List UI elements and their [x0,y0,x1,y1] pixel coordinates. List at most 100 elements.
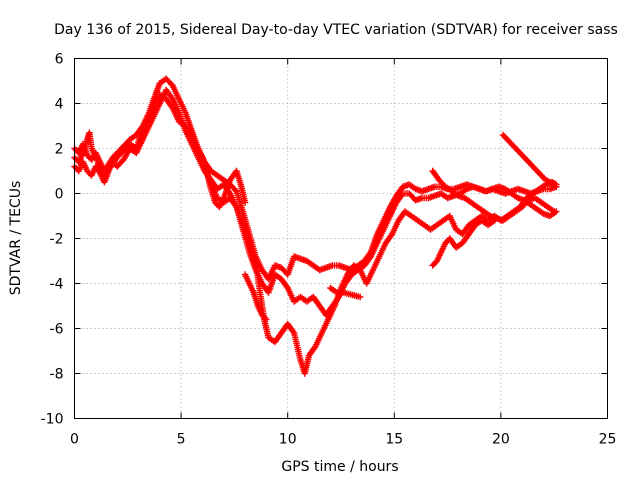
data-point [452,240,465,251]
data-point [145,111,158,130]
data-point [84,167,94,178]
data-point [92,149,103,164]
data-point [406,190,418,203]
data-point [169,104,182,123]
y-tick-label: -10 [41,412,64,428]
data-point [499,131,510,142]
data-point [533,206,546,216]
data-point [137,120,150,139]
data-point [156,91,168,102]
data-point [318,318,331,337]
data-point [433,250,444,265]
data-point [278,275,290,290]
data-point [393,191,405,206]
data-point [169,95,182,114]
data-point [126,145,138,156]
data-point [92,154,103,168]
data-point [461,194,473,205]
data-point [414,217,426,228]
data-point [113,148,126,161]
data-point [212,199,222,209]
data-point [109,155,120,168]
data-point [442,236,452,247]
data-point [329,262,340,269]
data-point [531,194,544,205]
data-point [333,289,345,296]
data-point [448,188,460,198]
data-point [361,250,373,265]
data-point [284,320,297,335]
data-point [75,151,86,166]
data-point [152,81,163,98]
data-point [506,209,518,220]
data-point [254,302,265,317]
data-point [418,194,430,202]
x-tick-label: 25 [599,432,617,448]
data-point [233,203,246,227]
data-point [474,203,486,214]
data-point [182,109,195,132]
data-point [188,127,201,150]
data-point [512,204,524,215]
series-8 [194,145,249,211]
data-point [446,212,459,231]
data-point [327,284,339,295]
data-point [408,212,420,223]
data-point [374,219,386,238]
data-point [150,93,163,112]
y-tick-label: -6 [50,322,64,338]
data-point [401,208,413,219]
data-point [84,152,94,162]
data-point [265,273,278,296]
data-point [501,185,514,196]
data-point [516,149,527,160]
data-point [263,316,270,323]
data-point [226,194,239,209]
chart-title: Day 136 of 2015, Sidereal Day-to-day VTE… [54,22,618,38]
data-series [71,75,560,377]
data-point [525,158,535,169]
data-point [239,221,252,245]
data-point [369,255,382,274]
plot-frame [74,58,608,419]
data-point [120,147,133,163]
y-tick-label: 6 [55,52,64,68]
data-point [429,167,442,182]
data-point [508,140,518,151]
data-point [440,213,452,224]
data-point [380,205,393,224]
data-point [139,124,152,143]
data-point [529,163,539,173]
data-point [499,213,512,224]
data-point [546,179,556,187]
data-point [105,162,115,172]
data-point [252,257,263,294]
data-point [143,106,156,125]
data-point [431,183,443,190]
series-2 [71,91,560,377]
data-point [538,172,548,182]
data-point [484,218,497,229]
data-point [271,271,283,282]
data-point [271,331,284,346]
data-point [529,186,541,197]
y-tick-label: -2 [50,232,64,248]
data-point [540,185,552,193]
data-point [459,232,472,247]
data-point [527,201,539,212]
data-point [265,264,278,283]
data-point [92,163,103,175]
data-point [88,145,99,159]
data-point [152,102,163,116]
x-tick-label: 15 [385,432,403,448]
data-point [126,140,138,151]
data-point [246,239,259,263]
data-point [491,217,498,224]
data-point [182,122,195,141]
data-point [109,151,119,161]
x-tick-label: 0 [70,432,79,448]
data-point [512,145,522,155]
data-point [194,145,205,159]
data-point [551,181,558,188]
